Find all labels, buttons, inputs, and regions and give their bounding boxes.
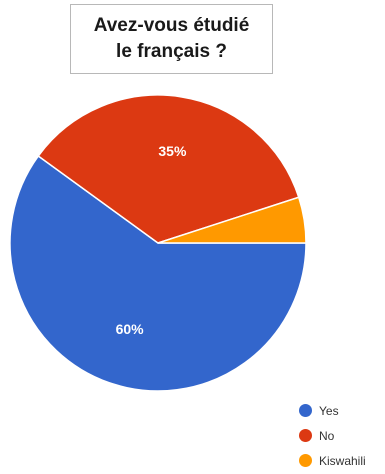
- legend-label-kiswahili: Kiswahili: [319, 453, 366, 468]
- pie-data-label-no: 35%: [158, 143, 187, 159]
- legend-item-no: No: [299, 423, 383, 448]
- chart-legend: Yes No Kiswahili: [299, 398, 383, 473]
- pie-slice-yes: [9, 154, 307, 392]
- legend-swatch-yes: [299, 404, 312, 417]
- pie-slice-kiswahili: [157, 196, 307, 244]
- legend-item-yes: Yes: [299, 398, 383, 423]
- pie-data-label-yes: 60%: [116, 321, 145, 337]
- chart-title-line-2: le français ?: [116, 41, 227, 62]
- legend-item-kiswahili: Kiswahili: [299, 448, 383, 473]
- pie-slice-no: [37, 94, 300, 244]
- chart-title-line-1: Avez-vous étudié: [93, 15, 250, 36]
- legend-label-no: No: [319, 428, 335, 443]
- legend-swatch-no: [299, 429, 312, 442]
- chart-title-box: Avez-vous étudié le français ?: [70, 4, 273, 74]
- legend-swatch-kiswahili: [299, 454, 312, 467]
- legend-label-yes: Yes: [319, 403, 339, 418]
